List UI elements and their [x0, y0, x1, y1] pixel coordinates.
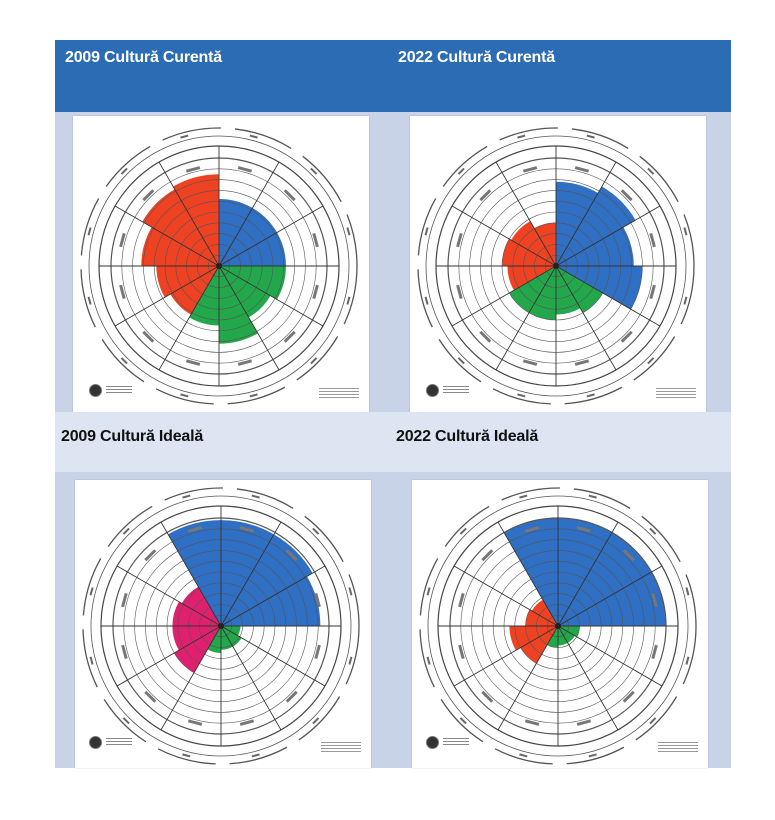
spokes	[99, 146, 339, 386]
spokes	[101, 506, 341, 746]
wedge-green	[556, 266, 603, 313]
wedge-red	[173, 174, 219, 266]
wedges	[502, 181, 643, 320]
logo-icon	[89, 736, 102, 749]
wedge-red	[156, 266, 219, 298]
center-dot	[555, 623, 561, 629]
copyright-fine-print	[658, 742, 698, 752]
wedge-blue	[219, 208, 277, 266]
spokes	[436, 146, 676, 386]
wedge-red	[170, 266, 219, 315]
wedges	[141, 174, 286, 344]
circumplex-2009-ideal	[82, 487, 360, 765]
wedge-green	[529, 266, 556, 320]
wedge-pink	[172, 601, 221, 626]
circumplex-2009-current	[80, 127, 358, 405]
wedge-blue	[556, 186, 636, 266]
wedge-blue	[556, 266, 643, 310]
wedge-green	[509, 266, 556, 313]
center-dot	[216, 263, 222, 269]
wedge-green	[219, 266, 271, 318]
logo-text-lines	[106, 386, 132, 394]
center-dot	[218, 623, 224, 629]
culture-comparison-panel: 2009 Cultură Curentă 2022 Cultură Curent…	[55, 40, 731, 768]
wedge-red	[520, 626, 558, 664]
wedge-green	[189, 266, 219, 326]
header-2022-ideal: 2022 Cultură Ideală	[396, 428, 539, 445]
wedge-blue	[558, 518, 612, 626]
copyright-fine-print	[319, 388, 359, 398]
copyright-fine-print	[321, 742, 361, 752]
wedge-green	[556, 266, 581, 315]
copyright-fine-print	[656, 388, 696, 398]
wedge-red	[509, 626, 558, 651]
chart-card-2022-ideal	[412, 480, 708, 768]
wedge-pink	[174, 626, 221, 673]
logo-icon	[426, 384, 439, 397]
header-2009-ideal: 2009 Cultură Ideală	[61, 428, 204, 445]
chart-card-2022-current	[410, 116, 706, 412]
wedge-red	[507, 266, 556, 291]
wedge-red	[534, 222, 556, 266]
logo-text-lines	[443, 386, 469, 394]
wedge-red	[502, 239, 556, 266]
current-culture-header-bar: 2009 Cultură Curentă 2022 Cultură Curent…	[55, 40, 731, 112]
header-2009-current: 2009 Cultură Curentă	[65, 49, 222, 66]
wedge-green	[558, 626, 575, 643]
wedge-blue	[558, 572, 666, 626]
wedge-pink	[181, 586, 221, 626]
wedge-red	[525, 609, 558, 626]
segment-label-marks	[426, 494, 690, 758]
circumplex-2022-current	[417, 127, 695, 405]
segment-label-marks	[424, 134, 688, 398]
segment-label-marks	[87, 134, 351, 398]
wedge-red	[531, 599, 558, 626]
header-2022-current: 2022 Cultură Curentă	[398, 49, 555, 66]
wedge-green	[219, 266, 286, 300]
chart-card-2009-ideal	[75, 480, 371, 768]
segment-label-marks	[89, 494, 353, 758]
wedge-blue	[221, 520, 274, 626]
wedge-red	[511, 221, 556, 266]
spokes	[438, 506, 678, 746]
circumplex-2022-ideal	[419, 487, 697, 765]
wedge-blue	[219, 232, 286, 266]
wedge-blue	[168, 520, 221, 626]
wedge-blue	[556, 181, 599, 266]
center-dot	[553, 263, 559, 269]
logo-icon	[426, 736, 439, 749]
wedge-green	[207, 626, 221, 653]
logo-text-lines	[443, 738, 469, 746]
logo-icon	[89, 384, 102, 397]
wedge-pink	[172, 626, 221, 651]
wedge-blue	[219, 199, 253, 266]
wedge-blue	[504, 518, 558, 626]
chart-card-2009-current	[73, 116, 369, 412]
ideal-culture-header-bar: 2009 Cultură Ideală 2022 Cultură Ideală	[55, 412, 731, 472]
logo-text-lines	[106, 738, 132, 746]
